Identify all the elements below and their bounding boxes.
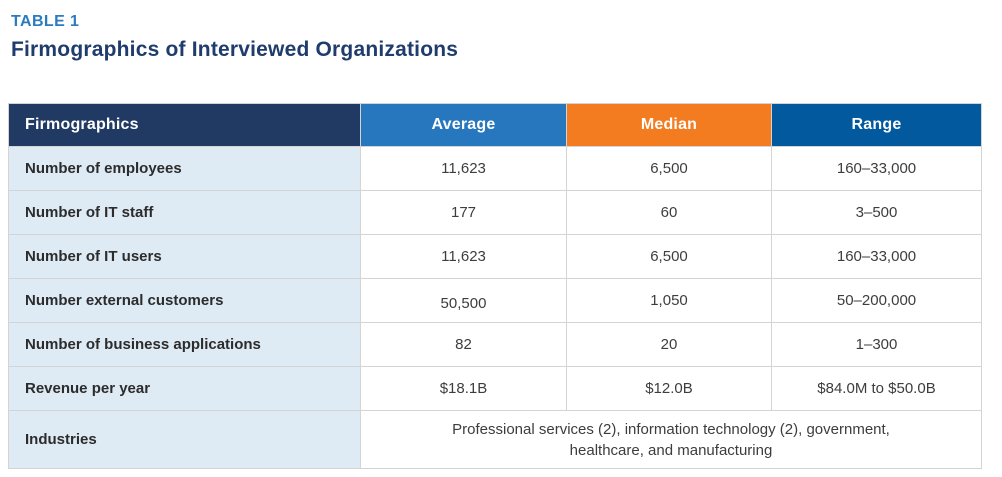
cell-median: 6,500 [566, 146, 772, 191]
table-row-it-users: Number of IT users 11,623 6,500 160–33,0… [8, 234, 982, 279]
cell-average-value: 50,500 [440, 295, 487, 312]
cell-average: $18.1B [360, 366, 567, 411]
table-row-it-staff: Number of IT staff 177 60 3–500 [8, 190, 982, 235]
cell-median: 6,500 [566, 234, 772, 279]
row-label: Number of employees [8, 146, 361, 191]
cell-range: 1–300 [771, 322, 982, 367]
column-header-firmographics: Firmographics [8, 103, 361, 147]
table-body: Number of employees 11,623 6,500 160–33,… [8, 146, 982, 469]
cell-average: 11,623 [360, 234, 567, 279]
table-row-employees: Number of employees 11,623 6,500 160–33,… [8, 146, 982, 191]
table-row-business-applications: Number of business applications 82 20 1–… [8, 322, 982, 367]
cell-average: 177 [360, 190, 567, 235]
column-header-range: Range [771, 103, 982, 147]
cell-median: 1,050 [566, 278, 772, 323]
table-number-label: TABLE 1 [11, 13, 80, 30]
cell-average: 11,623 [360, 146, 567, 191]
row-label: Industries [8, 410, 361, 469]
row-label: Number of business applications [8, 322, 361, 367]
column-header-median: Median [566, 103, 772, 147]
cell-median: 20 [566, 322, 772, 367]
header-row: Firmographics Average Median Range [8, 103, 982, 147]
column-header-average: Average [360, 103, 567, 147]
table-row-external-customers: Number external customers 50,500 1,050 5… [8, 278, 982, 323]
page-title: Firmographics of Interviewed Organizatio… [11, 38, 459, 61]
table-row-industries: Industries Professional services (2), in… [8, 410, 982, 469]
row-label: Number external customers [8, 278, 361, 323]
cell-median: $12.0B [566, 366, 772, 411]
cell-industries: Professional services (2), information t… [360, 410, 982, 469]
row-label: Number of IT users [8, 234, 361, 279]
firmographics-table: Firmographics Average Median Range Numbe… [8, 103, 982, 469]
row-label: Revenue per year [8, 366, 361, 411]
cell-average: 50,500 [360, 278, 567, 323]
cell-average: 82 [360, 322, 567, 367]
cell-range: 3–500 [771, 190, 982, 235]
cell-range: 50–200,000 [771, 278, 982, 323]
cell-range: $84.0M to $50.0B [771, 366, 982, 411]
table-row-revenue: Revenue per year $18.1B $12.0B $84.0M to… [8, 366, 982, 411]
industries-value: Professional services (2), information t… [452, 420, 890, 459]
row-label: Number of IT staff [8, 190, 361, 235]
cell-range: 160–33,000 [771, 146, 982, 191]
cell-range: 160–33,000 [771, 234, 982, 279]
table-header: Firmographics Average Median Range [8, 103, 982, 147]
cell-median: 60 [566, 190, 772, 235]
